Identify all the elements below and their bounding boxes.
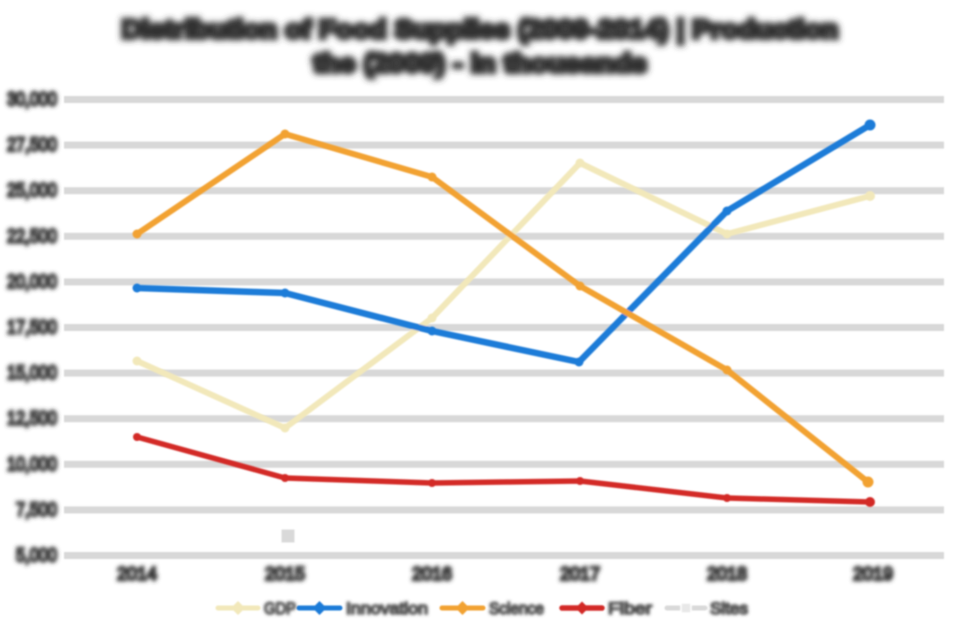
svg-text:Distribution of Food Supplies: Distribution of Food Supplies (2009-2014… — [122, 14, 839, 44]
svg-text:15,000: 15,000 — [7, 363, 57, 384]
svg-text:5,000: 5,000 — [16, 546, 57, 567]
svg-text:12,500: 12,500 — [7, 409, 57, 430]
svg-text:2015: 2015 — [265, 564, 305, 584]
svg-text:10,000: 10,000 — [7, 454, 57, 475]
svg-text:2018: 2018 — [707, 564, 747, 584]
svg-text:22,500: 22,500 — [7, 226, 57, 247]
svg-text:20,000: 20,000 — [7, 272, 57, 293]
svg-text:25,000: 25,000 — [7, 181, 57, 202]
svg-text:2017: 2017 — [560, 564, 600, 584]
svg-text:2014: 2014 — [117, 564, 157, 584]
svg-text:2019: 2019 — [853, 564, 893, 584]
svg-text:17,500: 17,500 — [7, 318, 57, 339]
svg-text:27,500: 27,500 — [7, 135, 57, 156]
svg-text:2016: 2016 — [412, 564, 452, 584]
svg-text:30,000: 30,000 — [7, 90, 57, 111]
svg-text:7,500: 7,500 — [16, 500, 57, 521]
svg-text:GDP: GDP — [264, 599, 296, 618]
svg-text:Fiber: Fiber — [608, 599, 652, 618]
svg-text:the (2009) - in thousands: the (2009) - in thousands — [313, 48, 647, 78]
svg-text:Innovation: Innovation — [346, 599, 428, 618]
svg-text:Sites: Sites — [710, 599, 748, 618]
svg-text:Science: Science — [489, 599, 544, 618]
